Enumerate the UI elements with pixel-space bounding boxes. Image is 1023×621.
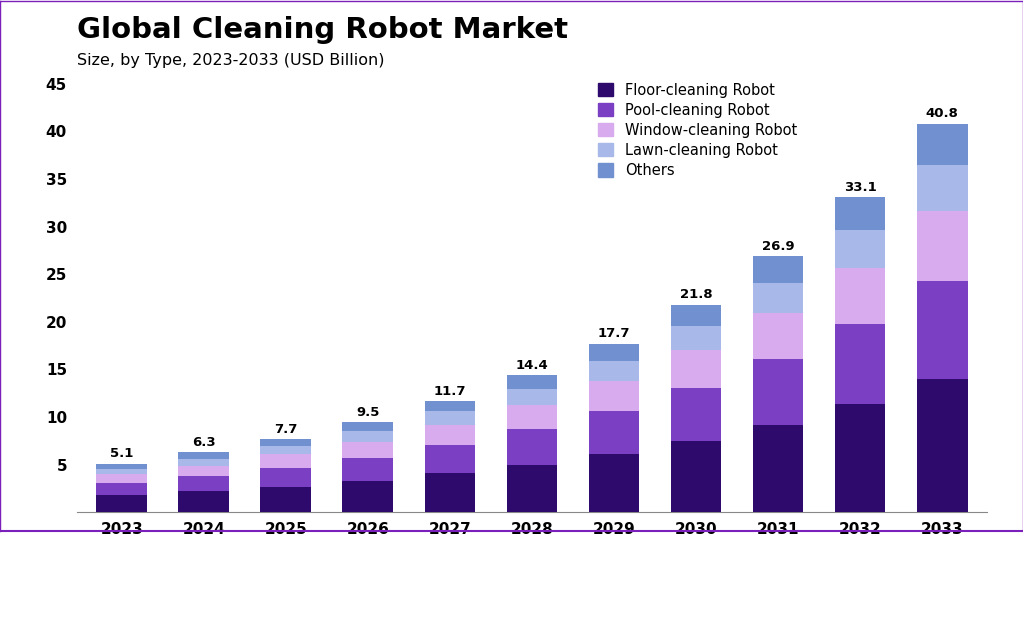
- Text: $40.8B: $40.8B: [605, 561, 724, 591]
- Text: 11.7: 11.7: [434, 384, 466, 397]
- Bar: [343, 481, 393, 512]
- Bar: [835, 324, 886, 404]
- Bar: [753, 256, 803, 283]
- Bar: [753, 359, 803, 425]
- Text: 7.7: 7.7: [274, 423, 298, 436]
- Bar: [917, 379, 968, 512]
- Bar: [261, 446, 311, 454]
- Bar: [343, 458, 393, 481]
- Text: 17.7: 17.7: [597, 327, 630, 340]
- Bar: [671, 325, 721, 350]
- Bar: [343, 432, 393, 442]
- Bar: [588, 411, 639, 454]
- Bar: [835, 230, 886, 268]
- Bar: [588, 344, 639, 361]
- Bar: [506, 430, 558, 465]
- Bar: [425, 445, 476, 473]
- Bar: [588, 454, 639, 512]
- Text: 21.8: 21.8: [679, 288, 712, 301]
- Bar: [671, 388, 721, 441]
- Text: The Market will Grow: The Market will Grow: [23, 551, 197, 566]
- Text: The Forecasted Market: The Forecasted Market: [355, 551, 545, 566]
- Bar: [588, 381, 639, 411]
- Bar: [178, 459, 229, 466]
- Bar: [96, 468, 147, 474]
- Text: 5.1: 5.1: [110, 447, 134, 460]
- Bar: [835, 197, 886, 230]
- Text: Size for 2033 in USD:: Size for 2033 in USD:: [355, 589, 530, 604]
- Bar: [753, 283, 803, 314]
- Bar: [178, 491, 229, 512]
- Bar: [506, 389, 558, 405]
- Bar: [506, 465, 558, 512]
- Bar: [425, 411, 476, 425]
- Bar: [917, 211, 968, 281]
- Text: ∿: ∿: [755, 559, 786, 593]
- Legend: Floor-cleaning Robot, Pool-cleaning Robot, Window-cleaning Robot, Lawn-cleaning : Floor-cleaning Robot, Pool-cleaning Robo…: [598, 83, 797, 178]
- Bar: [753, 314, 803, 359]
- Text: market.us: market.us: [810, 552, 913, 570]
- Bar: [343, 442, 393, 458]
- Bar: [425, 401, 476, 411]
- Text: 6.3: 6.3: [192, 436, 216, 449]
- Bar: [506, 375, 558, 389]
- Bar: [343, 422, 393, 432]
- Bar: [261, 468, 311, 487]
- Bar: [261, 454, 311, 468]
- Text: 40.8: 40.8: [926, 107, 959, 120]
- Text: ONE STOP SHOP FOR THE REPORTS: ONE STOP SHOP FOR THE REPORTS: [810, 594, 945, 604]
- Bar: [425, 425, 476, 445]
- Bar: [671, 350, 721, 388]
- Bar: [506, 405, 558, 430]
- Bar: [835, 404, 886, 512]
- Bar: [753, 425, 803, 512]
- Text: 23.1%: 23.1%: [215, 561, 321, 591]
- Bar: [671, 305, 721, 325]
- Text: Global Cleaning Robot Market: Global Cleaning Robot Market: [77, 16, 568, 43]
- Text: At the CAGR of:: At the CAGR of:: [23, 589, 151, 604]
- Text: 14.4: 14.4: [516, 359, 548, 372]
- Bar: [96, 474, 147, 483]
- Bar: [588, 361, 639, 381]
- Bar: [96, 464, 147, 468]
- Bar: [671, 441, 721, 512]
- Bar: [917, 165, 968, 211]
- Text: 26.9: 26.9: [762, 240, 794, 253]
- Bar: [96, 495, 147, 512]
- Bar: [835, 268, 886, 324]
- Bar: [178, 452, 229, 459]
- Bar: [261, 487, 311, 512]
- Bar: [425, 473, 476, 512]
- Text: 9.5: 9.5: [356, 406, 380, 419]
- Bar: [917, 281, 968, 379]
- Bar: [178, 476, 229, 491]
- Text: Size, by Type, 2023-2033 (USD Billion): Size, by Type, 2023-2033 (USD Billion): [77, 53, 385, 68]
- Bar: [178, 466, 229, 476]
- Bar: [96, 483, 147, 495]
- Bar: [261, 439, 311, 446]
- Bar: [917, 124, 968, 165]
- Text: 33.1: 33.1: [844, 181, 877, 194]
